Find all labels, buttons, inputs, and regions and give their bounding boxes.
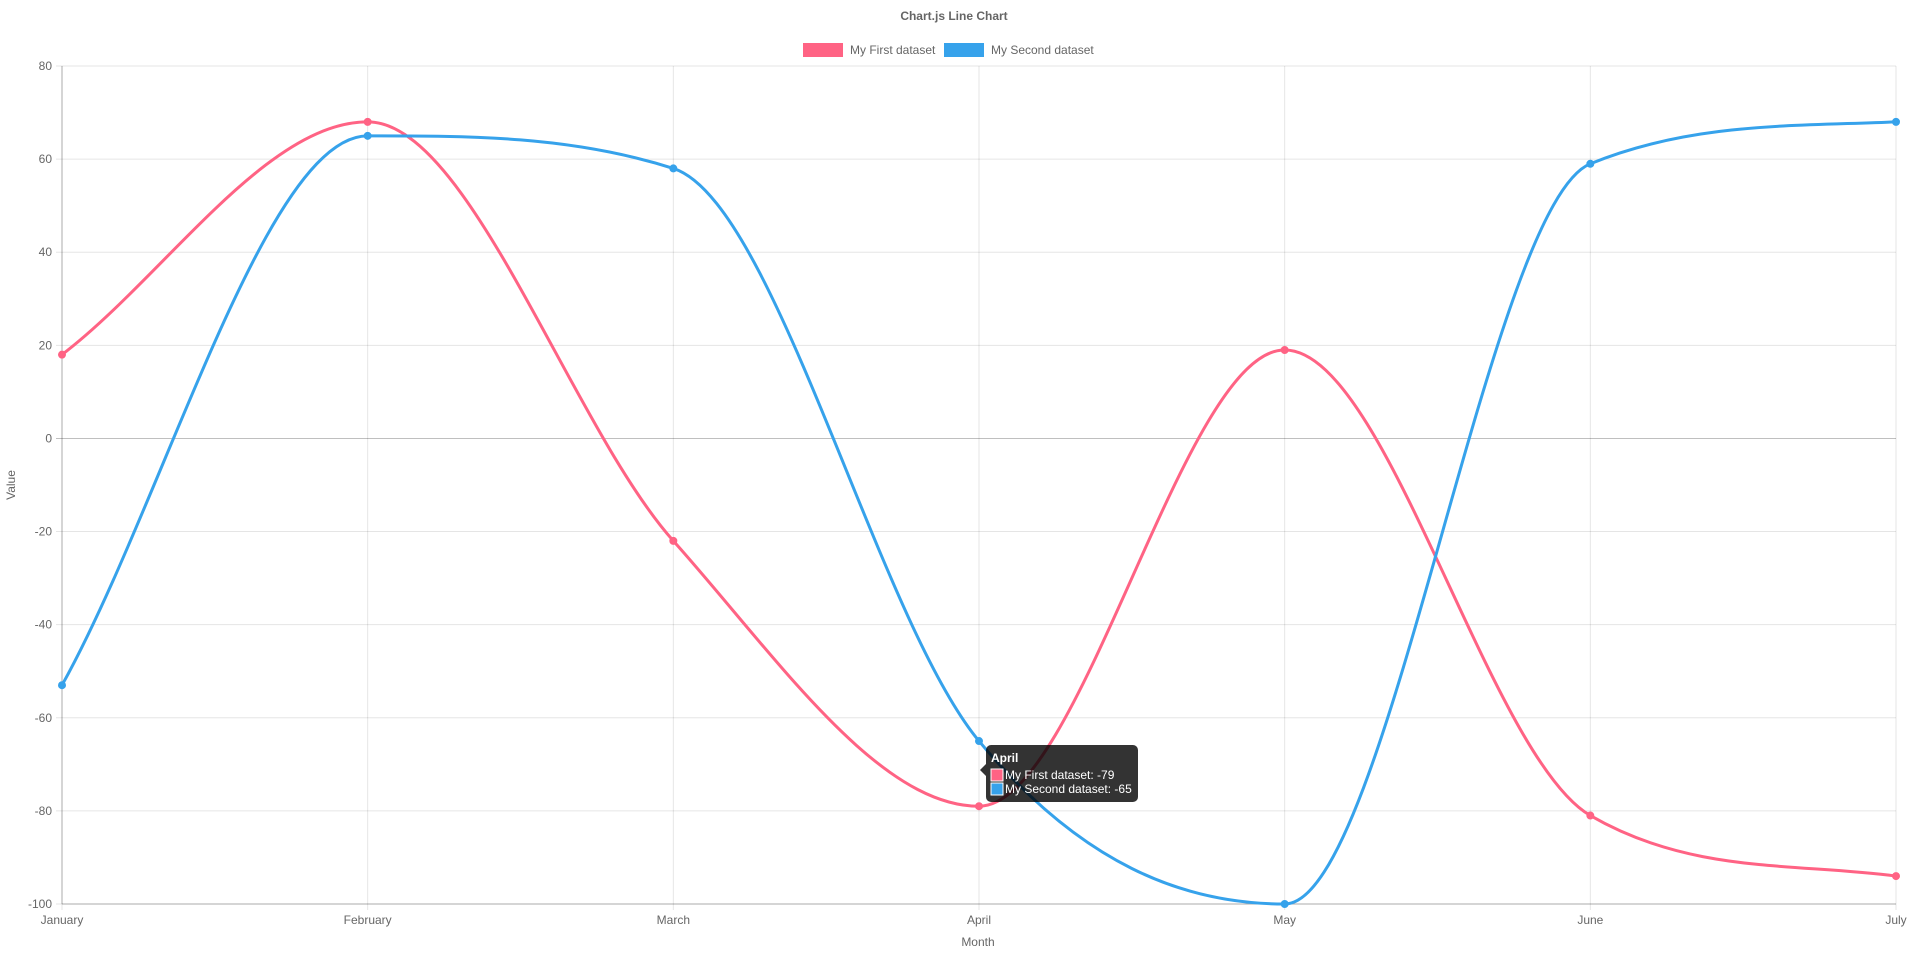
legend: My First dataset My Second dataset [803, 43, 1094, 57]
axes: 80 60 40 20 0 -20 -40 -60 -80 -100 January February… [28, 59, 1907, 927]
chart-title: Chart.js Line Chart [900, 9, 1007, 23]
tooltip-swatch-second [990, 782, 1004, 796]
tooltip-caret [980, 764, 986, 776]
y-tick-label: -80 [35, 804, 53, 818]
data-point[interactable] [975, 802, 983, 811]
x-tick-label: June [1577, 913, 1603, 927]
data-point[interactable] [1586, 811, 1595, 820]
x-axis-title: Month [961, 935, 994, 949]
tooltip-swatch-first [990, 768, 1004, 782]
y-tick-label: 80 [39, 59, 53, 73]
legend-label-second-dataset[interactable]: My Second dataset [991, 43, 1094, 57]
x-tick-label: January [41, 913, 84, 927]
data-point[interactable] [58, 350, 66, 359]
x-tick-label: February [344, 913, 392, 927]
data-point[interactable] [1280, 900, 1289, 908]
data-point[interactable] [669, 536, 678, 545]
x-tick-label: July [1885, 913, 1906, 927]
series-1 [58, 117, 1900, 881]
y-tick-label: 60 [39, 152, 53, 166]
tooltip-box [986, 745, 1138, 802]
data-point[interactable] [1892, 117, 1900, 126]
legend-label-first-dataset[interactable]: My First dataset [850, 43, 936, 57]
data-point[interactable] [363, 131, 372, 140]
tooltip: April My First dataset: -79 My Second da… [980, 745, 1138, 802]
data-point[interactable] [1892, 872, 1900, 881]
data-point[interactable] [975, 737, 983, 746]
grid [56, 65, 1897, 910]
y-tick-label: -60 [35, 711, 53, 725]
series-line [60, 120, 1897, 906]
tooltip-line-second: My Second dataset: -65 [1005, 782, 1132, 796]
data-point[interactable] [363, 117, 372, 126]
series [58, 117, 1900, 908]
series-2 [58, 117, 1900, 908]
tooltip-title: April [991, 751, 1018, 765]
legend-swatch-second-dataset[interactable] [944, 43, 984, 57]
data-point[interactable] [1280, 345, 1289, 354]
y-tick-label: -20 [35, 525, 53, 539]
data-point[interactable] [58, 681, 66, 690]
y-tick-label: -100 [28, 897, 52, 911]
y-tick-label: -40 [35, 618, 53, 632]
series-line [61, 120, 1897, 878]
x-tick-label: May [1273, 913, 1296, 927]
data-point[interactable] [1586, 159, 1595, 168]
y-axis-title: Value [4, 470, 18, 500]
y-tick-label: 0 [45, 431, 52, 445]
x-tick-label: April [967, 913, 991, 927]
y-tick-label: 20 [39, 338, 53, 352]
y-tick-label: 40 [39, 245, 53, 259]
legend-swatch-first-dataset[interactable] [803, 43, 843, 57]
tooltip-line-first: My First dataset: -79 [1005, 768, 1115, 782]
x-tick-label: March [657, 913, 690, 927]
data-point[interactable] [669, 164, 678, 173]
